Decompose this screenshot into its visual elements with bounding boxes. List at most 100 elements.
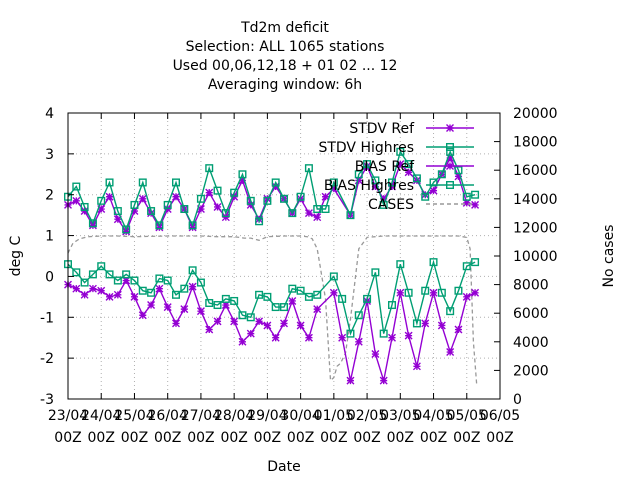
- data-point-marker: [346, 329, 355, 338]
- data-point-marker: [138, 178, 147, 187]
- legend-label: BIAS Highres: [324, 178, 414, 194]
- y-tick-label: 1: [45, 229, 54, 245]
- data-point-marker: [396, 288, 405, 297]
- x-tick-label-time: 00Z: [453, 430, 480, 446]
- y-axis-ticks: -3 -2 -1 0 1 2 3 4: [40, 106, 74, 408]
- data-point-marker: [329, 178, 338, 187]
- data-point-marker: [88, 221, 97, 230]
- data-point-marker: [205, 298, 214, 307]
- y2-axis-label: No cases: [601, 225, 617, 288]
- chart-title-line: Selection: ALL 1065 stations: [186, 39, 385, 55]
- data-point-marker: [321, 205, 330, 214]
- data-point-marker: [147, 207, 156, 216]
- data-point-marker: [429, 288, 438, 297]
- data-point-marker: [230, 192, 239, 201]
- x-tick-label: 24/04: [81, 408, 121, 424]
- data-point-marker: [97, 196, 106, 205]
- data-point-marker: [155, 221, 164, 230]
- data-point-marker: [462, 192, 471, 201]
- data-point-marker: [437, 288, 446, 297]
- data-point-marker: [446, 153, 455, 162]
- data-point-marker: [221, 213, 230, 222]
- data-point-marker: [72, 196, 81, 205]
- data-point-marker: [412, 176, 421, 185]
- data-point-marker: [288, 284, 297, 293]
- x-tick-label: 06/05: [480, 408, 520, 424]
- data-point-marker: [130, 200, 139, 209]
- data-point-marker: [255, 217, 264, 226]
- x-tick-label: 23/04: [48, 408, 88, 424]
- x-tick-label-time: 00Z: [287, 430, 314, 446]
- data-point-marker: [147, 288, 156, 297]
- data-point-marker: [213, 317, 222, 326]
- data-point-marker: [196, 194, 205, 203]
- x-tick-label-time: 00Z: [387, 430, 414, 446]
- y-tick-label: -3: [40, 392, 54, 408]
- data-point-marker: [238, 176, 247, 185]
- series-bias-ref: [64, 276, 480, 385]
- y2-tick-label: 12000: [513, 220, 558, 236]
- data-point-marker: [346, 211, 355, 220]
- data-point-marker: [329, 288, 338, 297]
- data-series: [63, 147, 480, 385]
- data-point-marker: [171, 178, 180, 187]
- y2-tick-label: 20000: [513, 106, 558, 122]
- data-point-marker: [462, 292, 471, 301]
- data-point-marker: [163, 205, 172, 214]
- x-tick-label-time: 00Z: [88, 430, 115, 446]
- y-tick-label: -2: [40, 351, 54, 367]
- data-point-marker: [172, 319, 180, 328]
- chart-title: Td2m deficit Selection: ALL 1065 stations…: [173, 20, 398, 93]
- data-point-marker: [429, 178, 438, 187]
- data-point-marker: [388, 182, 396, 191]
- data-point-marker: [471, 258, 480, 267]
- x-tick-label: 02/05: [347, 408, 387, 424]
- data-point-marker: [313, 205, 322, 214]
- data-point-marker: [288, 296, 297, 305]
- data-point-marker: [429, 186, 438, 195]
- data-point-marker: [421, 286, 430, 295]
- x-tick-label: 04/05: [413, 408, 453, 424]
- y-tick-label: 0: [45, 269, 54, 285]
- data-point-marker: [180, 305, 189, 314]
- data-point-marker: [188, 282, 197, 291]
- data-point-marker: [313, 305, 322, 314]
- data-point-marker: [147, 209, 156, 218]
- data-point-marker: [205, 188, 214, 197]
- data-point-marker: [172, 192, 180, 201]
- data-point-marker: [446, 162, 454, 170]
- data-point-marker: [246, 329, 255, 338]
- data-point-marker: [296, 194, 305, 203]
- x-tick-label: 28/04: [214, 408, 254, 424]
- data-point-marker: [88, 219, 97, 228]
- data-point-marker: [113, 207, 122, 216]
- data-point-marker: [446, 180, 455, 189]
- chart-title-line: Averaging window: 6h: [208, 77, 362, 93]
- data-point-marker: [246, 313, 255, 322]
- data-point-marker: [296, 286, 305, 295]
- y2-axis-ticks: 0 2000 4000 6000 8000 10000 12000 14000 16000 180…: [494, 106, 558, 408]
- x-tick-label-time: 00Z: [353, 430, 380, 446]
- x-axis-label: Date: [267, 459, 300, 475]
- data-point-marker: [196, 307, 205, 316]
- data-point-marker: [271, 178, 280, 187]
- data-point-marker: [454, 172, 463, 181]
- data-point-marker: [454, 286, 463, 295]
- data-point-marker: [113, 290, 122, 299]
- data-point-marker: [221, 209, 230, 218]
- data-point-marker: [196, 205, 205, 214]
- data-point-marker: [138, 286, 147, 295]
- data-point-marker: [263, 292, 272, 301]
- x-tick-label-time: 00Z: [420, 430, 447, 446]
- x-tick-label: 26/04: [148, 408, 188, 424]
- data-point-marker: [97, 262, 106, 271]
- data-point-marker: [122, 276, 131, 285]
- data-point-marker: [371, 268, 380, 277]
- y2-tick-label: 8000: [513, 278, 549, 294]
- series-stdv-ref: [64, 153, 480, 236]
- y2-tick-label: 2000: [513, 363, 549, 379]
- data-point-marker: [421, 192, 430, 201]
- data-point-marker: [371, 182, 380, 191]
- data-point-marker: [255, 317, 264, 326]
- data-point-marker: [80, 278, 89, 287]
